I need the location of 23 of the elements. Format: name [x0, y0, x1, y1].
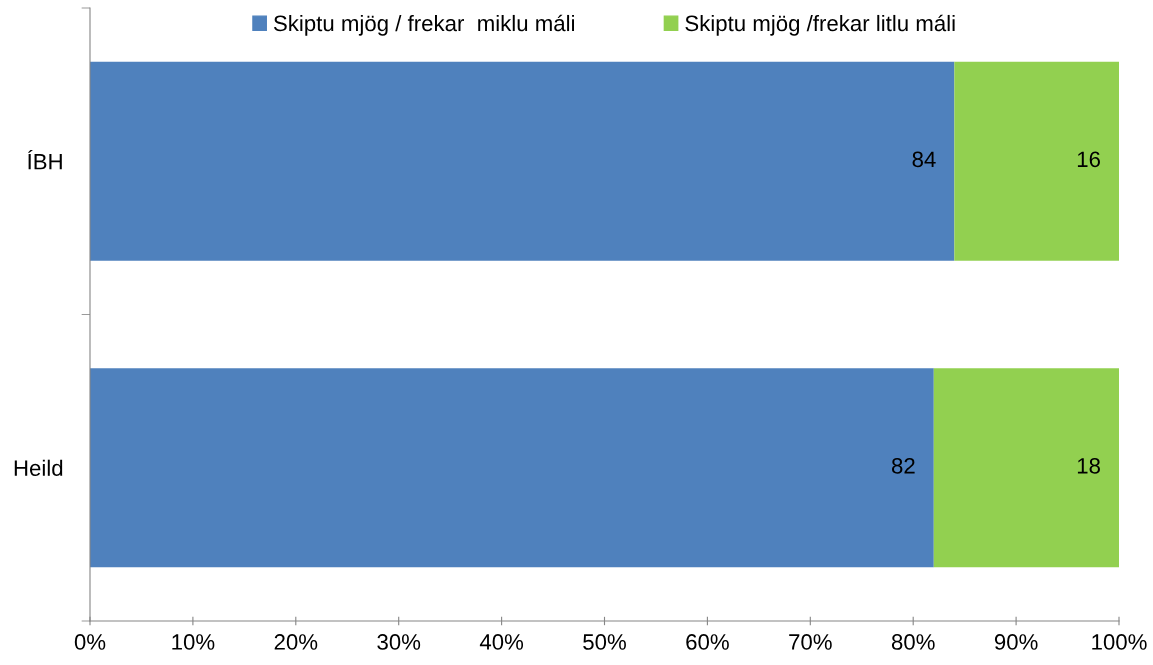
x-tick-label: 0%: [74, 634, 106, 650]
x-tick-label: 10%: [172, 634, 215, 650]
x-tick-label: 30%: [377, 634, 421, 650]
x-tick-label: 40%: [479, 634, 524, 650]
x-tick-label: 80%: [891, 634, 935, 650]
data-label: 18: [1077, 457, 1100, 474]
x-tick-label: 90%: [994, 634, 1038, 650]
data-label: 16: [1077, 151, 1100, 168]
y-tick-label: ÍBH: [28, 150, 62, 170]
bar: [90, 368, 934, 568]
bar: [90, 61, 955, 261]
x-tick-label: 100%: [1092, 634, 1147, 650]
data-label: 82: [891, 457, 915, 474]
y-tick-label: Heild: [14, 459, 63, 477]
bar: [933, 368, 1119, 568]
x-tick-label: 20%: [274, 634, 318, 650]
legend-label: Skiptu mjög /frekar litlu máli: [685, 14, 955, 36]
data-label: 84: [912, 151, 936, 168]
legend-label: Skiptu mjög / frekar miklu máli: [273, 14, 574, 36]
x-tick-label: 70%: [789, 634, 832, 650]
x-tick-label: 50%: [583, 634, 626, 650]
bar: [954, 61, 1119, 261]
x-tick-label: 60%: [686, 634, 729, 650]
